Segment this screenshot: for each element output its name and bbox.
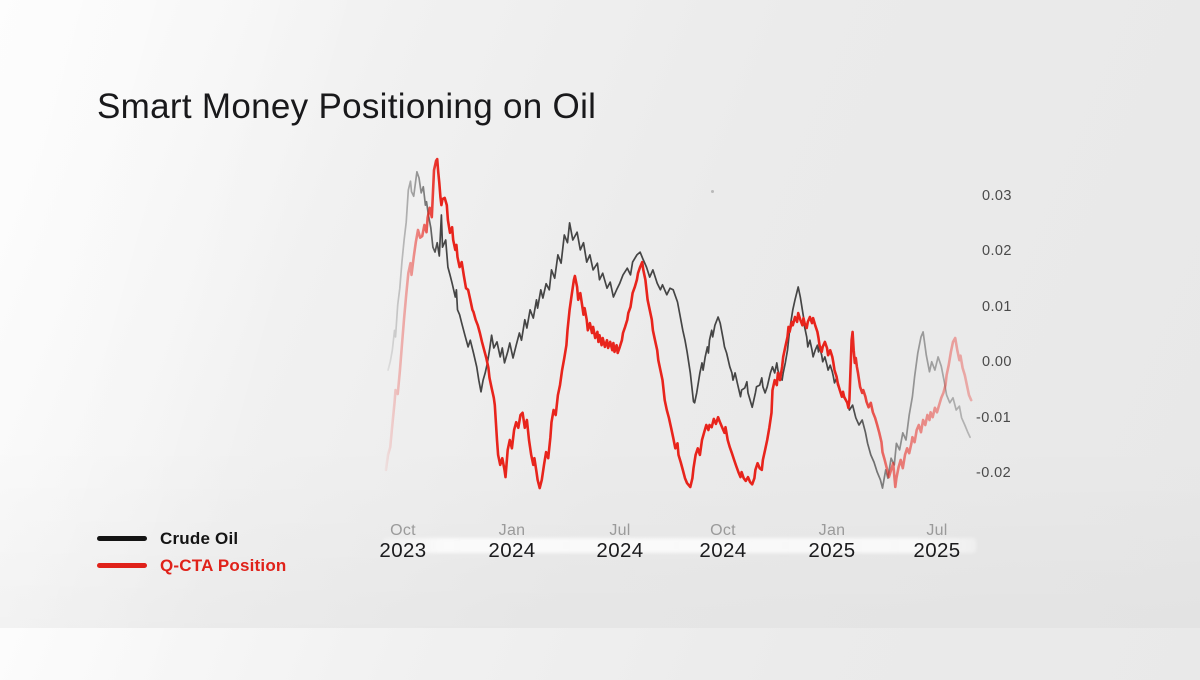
x-tick-month: Oct (390, 522, 416, 539)
x-tick-jul-2025: Jul 2025 (892, 523, 982, 562)
chart-legend: Crude Oil Q-CTA Position (97, 525, 287, 579)
x-tick-month: Jan (818, 522, 846, 539)
x-tick-oct-2023: Oct 2023 (358, 523, 448, 562)
x-tick-year: 2024 (488, 539, 536, 562)
image-speck (711, 190, 714, 193)
legend-label: Q-CTA Position (160, 555, 287, 575)
x-tick-month: Jul (926, 522, 948, 539)
x-tick-year: 2025 (808, 539, 856, 562)
y-tick-label: 0.03 (982, 188, 1012, 204)
crude-oil-line (387, 170, 971, 489)
x-tick-year: 2024 (699, 539, 747, 562)
y-tick-label: -0.02 (976, 465, 1012, 481)
x-tick-month: Oct (710, 522, 736, 539)
x-tick-jan-2025: Jan 2025 (787, 523, 877, 562)
y-tick-label: 0.02 (982, 243, 1012, 259)
page-title: Smart Money Positioning on Oil (97, 87, 597, 126)
x-tick-jan-2024: Jan 2024 (467, 523, 557, 562)
qcta-position-line (384, 157, 973, 490)
x-tick-year: 2023 (379, 539, 427, 562)
x-tick-oct-2024: Oct 2024 (678, 523, 768, 562)
x-tick-month: Jan (498, 522, 526, 539)
crude-oil-swatch-line (97, 536, 147, 541)
y-tick-label: 0.01 (982, 299, 1012, 315)
qcta-position-swatch-line (97, 563, 147, 568)
y-tick-label: 0.00 (982, 354, 1012, 370)
legend-item-qcta-position: Q-CTA Position (97, 552, 287, 579)
x-tick-year: 2025 (913, 539, 961, 562)
legend-item-crude-oil: Crude Oil (97, 525, 287, 552)
x-tick-year: 2024 (596, 539, 644, 562)
x-tick-jul-2024: Jul 2024 (575, 523, 665, 562)
x-tick-month: Jul (609, 522, 631, 539)
x-axis-highlight-band (383, 538, 976, 553)
y-tick-label: -0.01 (976, 410, 1012, 426)
legend-label: Crude Oil (160, 528, 239, 548)
positioning-line-chart (384, 157, 973, 490)
